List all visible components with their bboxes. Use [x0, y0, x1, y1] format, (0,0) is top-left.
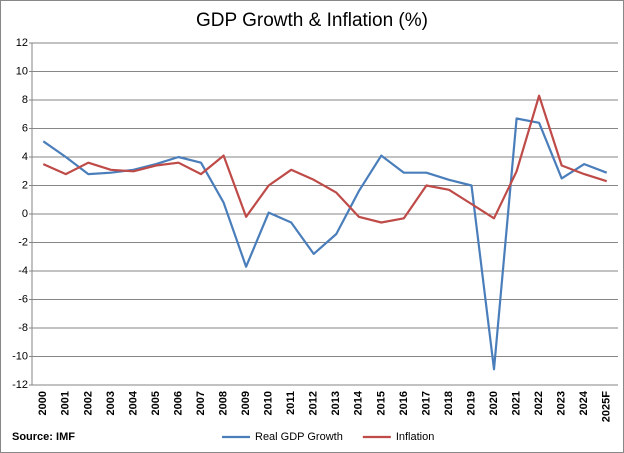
x-tick-label: 2016 [398, 391, 410, 415]
source-note: Source: IMF [12, 431, 75, 443]
x-tick-label: 2018 [443, 391, 455, 415]
x-tick-label: 2010 [263, 391, 275, 415]
x-tick-label: 2019 [465, 391, 477, 415]
x-tick-label: 2020 [488, 391, 500, 415]
x-tick-label: 2007 [195, 391, 207, 415]
x-tick-label: 2003 [105, 391, 117, 415]
x-tick-label: 2014 [353, 390, 365, 415]
chart-title: GDP Growth & Inflation (%) [196, 10, 428, 31]
y-tick-label: 8 [22, 94, 28, 106]
x-tick-label: 2011 [285, 391, 297, 415]
y-tick-label: 2 [22, 179, 28, 191]
x-tick-label: 2022 [533, 391, 545, 415]
legend-label: Real GDP Growth [255, 431, 343, 443]
legend-label: Inflation [396, 431, 435, 443]
x-tick-label: 2002 [82, 391, 94, 415]
series-line [42, 117, 608, 371]
x-tick-label: 2009 [240, 391, 252, 415]
y-tick-label: -6 [18, 293, 28, 305]
x-tick-label: 2021 [510, 391, 522, 415]
x-tick-label: 2004 [127, 390, 139, 415]
y-tick-label: -10 [12, 350, 28, 362]
y-tick-label: -2 [18, 236, 28, 248]
y-tick-label: 0 [22, 208, 28, 220]
x-tick-label: 2025F [601, 391, 613, 422]
series-line [42, 94, 608, 224]
y-tick-label: -4 [18, 265, 28, 277]
x-tick-label: 2024 [578, 390, 590, 415]
x-tick-label: 2000 [37, 391, 49, 415]
y-tick-label: 10 [16, 65, 28, 77]
y-tick-label: 4 [22, 151, 28, 163]
x-tick-label: 2012 [308, 391, 320, 415]
x-tick-label: 2005 [150, 391, 162, 415]
x-tick-label: 2023 [556, 391, 568, 415]
y-tick-label: 12 [16, 37, 28, 49]
y-tick-label: -12 [12, 379, 28, 391]
x-tick-label: 2008 [217, 391, 229, 415]
x-tick-label: 2017 [420, 391, 432, 415]
x-tick-label: 2015 [375, 391, 387, 415]
y-tick-label: 6 [22, 122, 28, 134]
x-tick-label: 2006 [172, 391, 184, 415]
y-tick-label: -8 [18, 322, 28, 334]
x-tick-label: 2013 [330, 391, 342, 415]
x-tick-label: 2001 [60, 391, 72, 415]
